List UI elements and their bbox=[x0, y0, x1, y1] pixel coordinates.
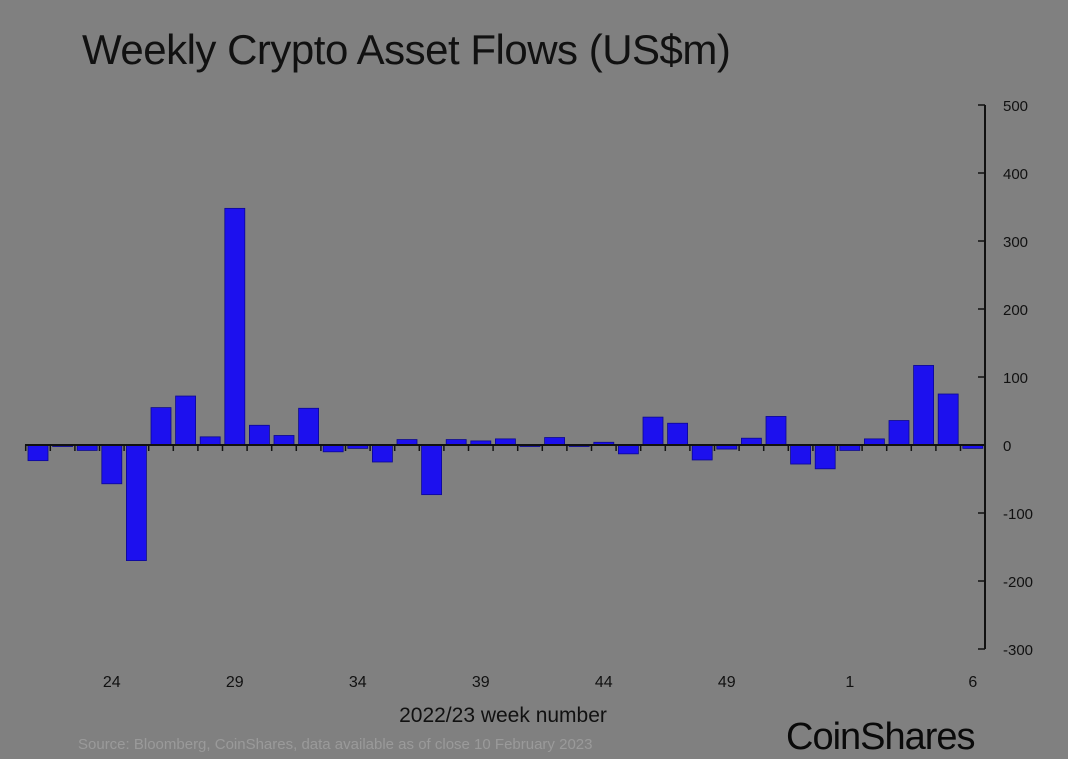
bar-33 bbox=[322, 444, 344, 453]
bar-29 bbox=[224, 207, 246, 446]
bar-51 bbox=[765, 416, 787, 446]
x-tick-label: 29 bbox=[226, 674, 244, 691]
x-tick-label: 1 bbox=[845, 674, 854, 691]
bar-31 bbox=[273, 435, 295, 446]
bar-30 bbox=[248, 424, 270, 446]
bar-50 bbox=[741, 437, 762, 446]
x-tick-label: 44 bbox=[595, 674, 613, 691]
bar-25 bbox=[126, 444, 147, 561]
x-tick-label: 24 bbox=[103, 674, 121, 691]
x-tick-label: 39 bbox=[472, 674, 490, 691]
y-tick-label: 200 bbox=[1003, 302, 1028, 319]
bar-53 bbox=[814, 444, 836, 470]
source-note: Source: Bloomberg, CoinShares, data avai… bbox=[78, 736, 593, 753]
bar-48 bbox=[691, 444, 713, 461]
bar-21 bbox=[27, 444, 49, 462]
coinshares-logo: CoinShares bbox=[786, 716, 976, 758]
y-tick-label: 100 bbox=[1003, 370, 1028, 387]
bar-35 bbox=[371, 444, 393, 463]
y-tick-label: -100 bbox=[1003, 506, 1033, 523]
x-tick-label: 49 bbox=[718, 674, 736, 691]
y-tick-label: 500 bbox=[1003, 98, 1028, 115]
x-axis-label: 2022/23 week number bbox=[399, 704, 607, 727]
bar-47 bbox=[667, 422, 688, 446]
bar-52 bbox=[790, 444, 811, 465]
chart-title: Weekly Crypto Asset Flows (US$m) bbox=[82, 26, 731, 73]
y-tick-label: -200 bbox=[1003, 574, 1033, 591]
bar-46 bbox=[642, 416, 664, 446]
y-tick-label: 400 bbox=[1003, 166, 1028, 183]
y-tick-label: 0 bbox=[1003, 438, 1011, 455]
y-tick-label: 300 bbox=[1003, 234, 1028, 251]
bar-3 bbox=[888, 420, 910, 446]
bar-26 bbox=[150, 407, 172, 446]
bar-27 bbox=[175, 395, 197, 446]
bar-5 bbox=[937, 393, 959, 446]
bar-45 bbox=[618, 444, 639, 455]
bar-4 bbox=[913, 365, 934, 446]
bar-24 bbox=[101, 444, 123, 485]
bar-32 bbox=[298, 407, 320, 446]
y-tick-label: -300 bbox=[1003, 642, 1033, 659]
bar-37 bbox=[421, 444, 443, 496]
x-tick-label: 34 bbox=[349, 674, 367, 691]
bar-28 bbox=[199, 436, 221, 446]
bar-42 bbox=[544, 437, 565, 446]
x-tick-label: 6 bbox=[968, 674, 977, 691]
